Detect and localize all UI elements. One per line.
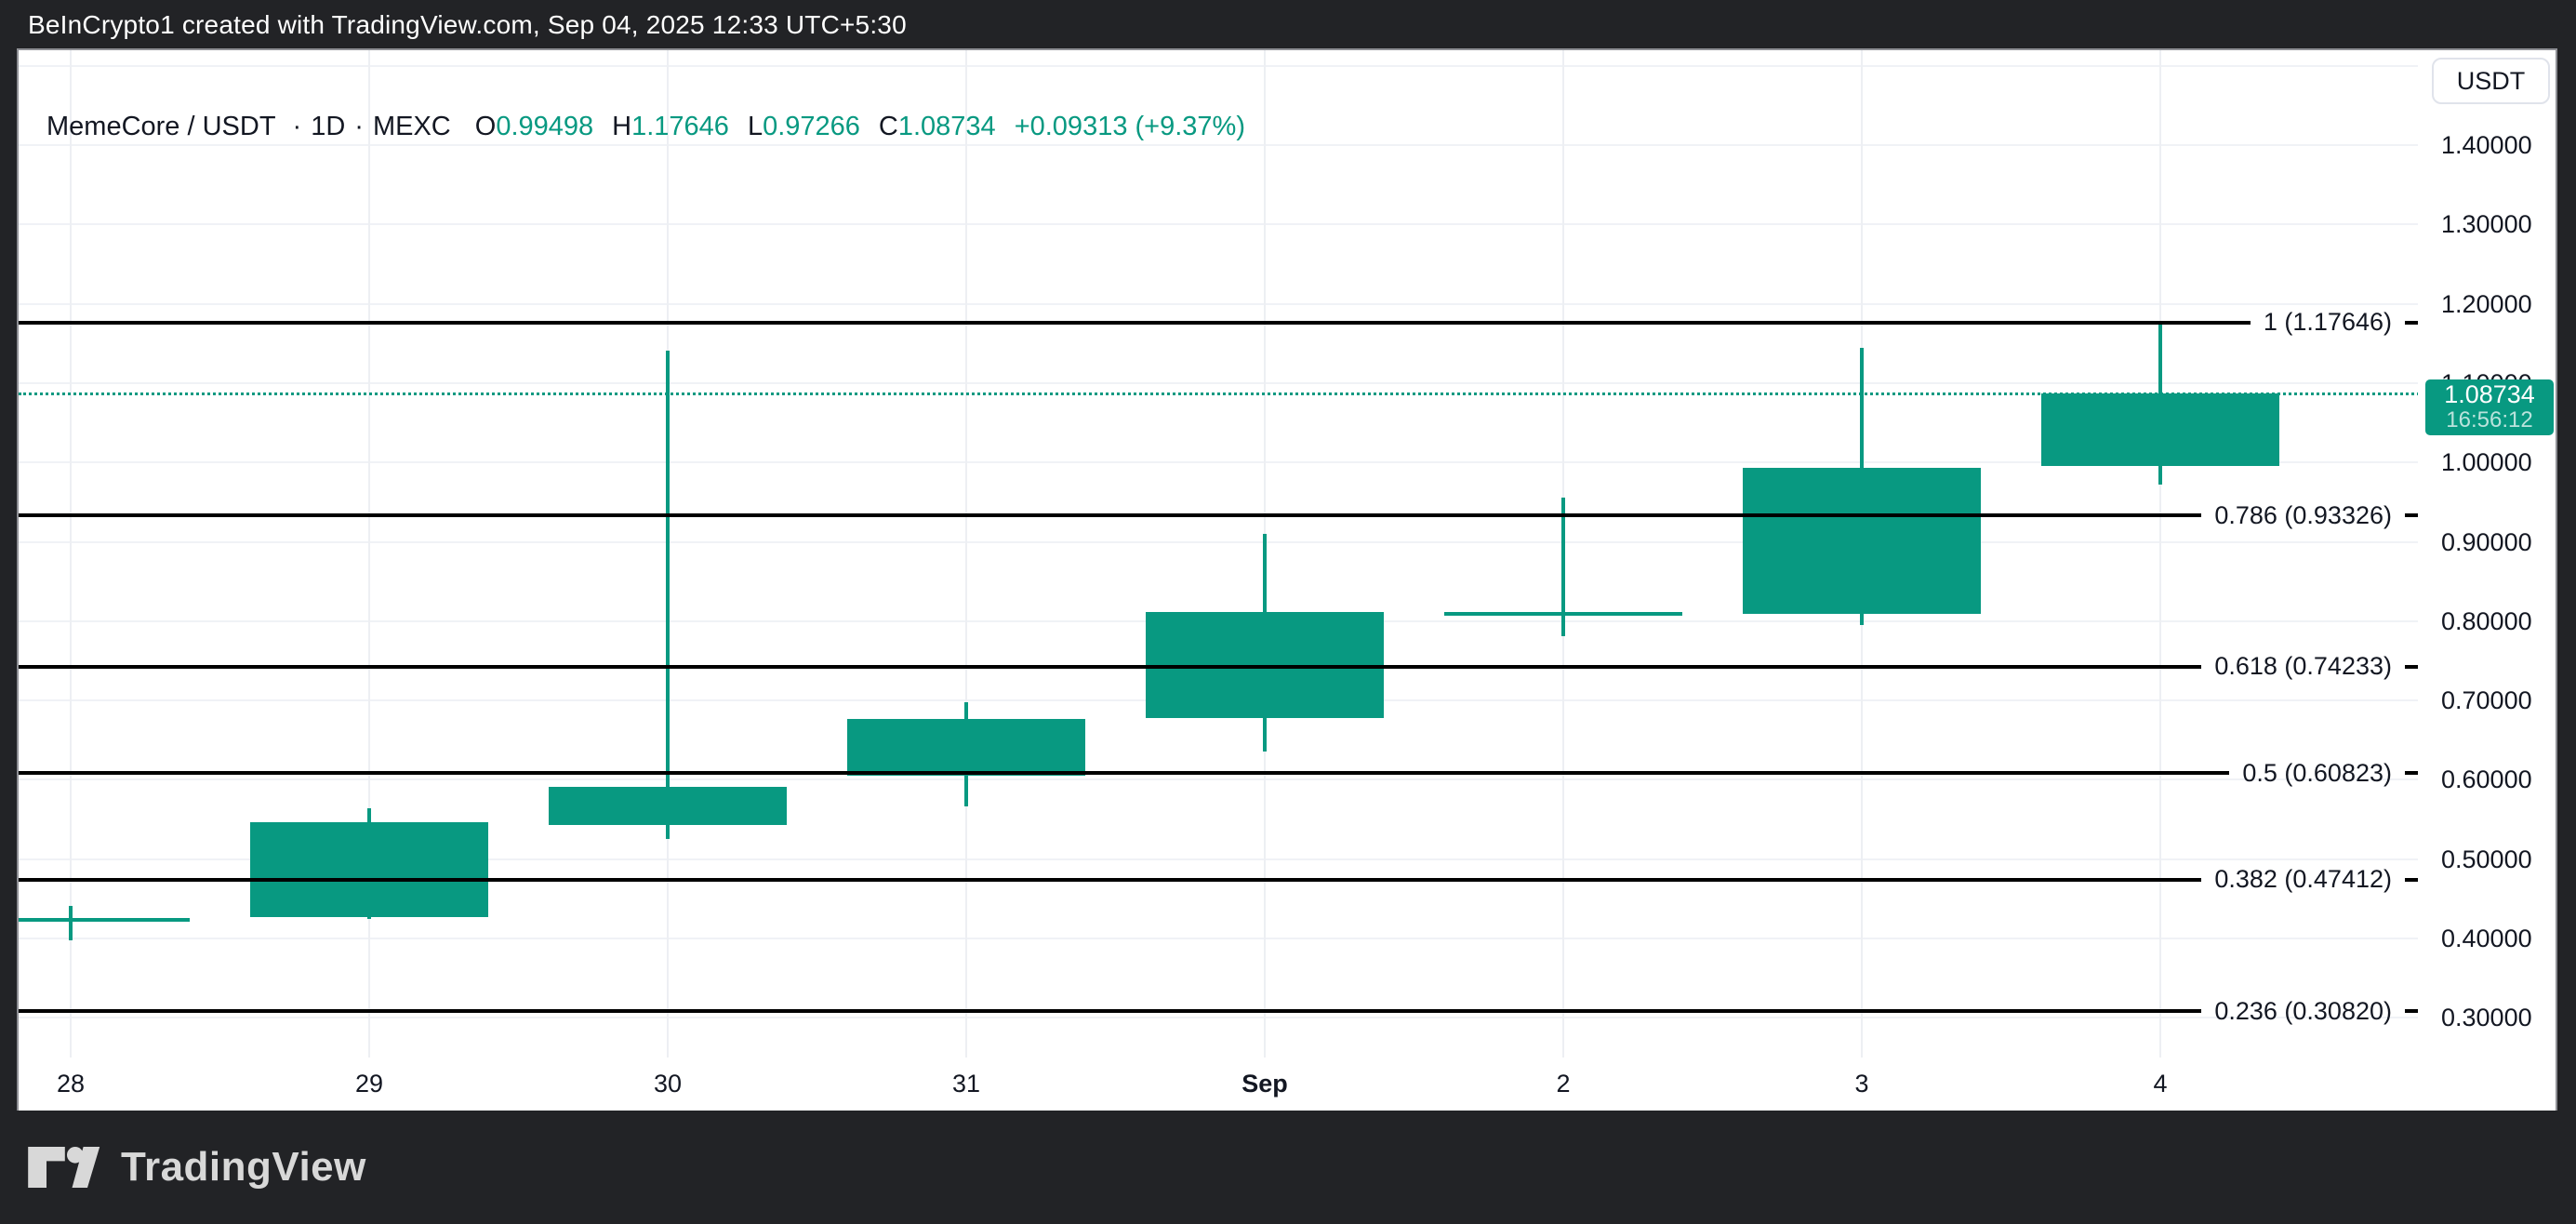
horizontal-gridline [19, 778, 2418, 781]
fib-level-tick [2405, 1009, 2418, 1014]
fib-level-label: 0.236 (0.30820) [2214, 996, 2392, 1025]
ohlc-value: 1.08734 [897, 112, 996, 141]
horizontal-gridline [19, 223, 2418, 226]
horizontal-gridline [19, 381, 2418, 384]
horizontal-gridline [19, 1017, 2418, 1019]
ohlc-item: L0.97266 [748, 112, 860, 142]
plot-area[interactable]: 1 (1.17646) 0.786 (0.93326) 0.618 (0.74233… [19, 50, 2418, 1058]
legend-separator: · [354, 112, 364, 141]
ohlc-value: 1.17646 [631, 112, 729, 141]
attribution-bar: BeInCrypto1 created with TradingView.com… [0, 0, 2576, 50]
interval-label: 1D [311, 112, 346, 141]
time-scale-label: 28 [56, 1070, 86, 1098]
price-scale-label: 1.30000 [2441, 210, 2532, 239]
ohlc-key: L [747, 112, 764, 141]
candle-body [250, 821, 488, 917]
candle-body [549, 787, 787, 825]
horizontal-gridline [19, 64, 2418, 67]
change-readout: +0.09313 (+9.37%) [1014, 112, 1245, 141]
horizontal-gridline [19, 461, 2418, 464]
horizontal-gridline [19, 938, 2418, 939]
candle-body [847, 718, 1085, 777]
price-scale-label: 0.90000 [2441, 527, 2532, 556]
ohlc-item: C1.08734 [879, 112, 996, 142]
chart-panel: 1 (1.17646) 0.786 (0.93326) 0.618 (0.74233… [19, 50, 2556, 1111]
horizontal-gridline [19, 302, 2418, 305]
fib-level-label: 0.5 (0.60823) [2242, 758, 2392, 787]
fib-level: 0.236 (0.30820) [19, 997, 2418, 1025]
price-scale-label: 0.80000 [2441, 606, 2532, 635]
ohlc-item: H1.17646 [612, 112, 729, 142]
vertical-gridline [368, 50, 370, 1058]
price-scale-label: 1.20000 [2441, 289, 2532, 318]
fib-level: 1 (1.17646) [19, 308, 2418, 337]
price-scale-label: 0.60000 [2441, 765, 2532, 794]
time-scale-label: Sep [1242, 1070, 1288, 1098]
vertical-gridline [965, 50, 967, 1058]
ohlc-key: O [474, 112, 497, 141]
legend-separator: · [292, 112, 302, 141]
ohlc-item: O0.99498 [475, 112, 593, 142]
fib-level-tick [2405, 513, 2418, 518]
time-scale-label: 31 [951, 1070, 981, 1098]
price-scale-label: 0.70000 [2441, 686, 2532, 715]
fib-level-line [19, 771, 2230, 776]
last-price-badge: 1.08734 16:56:12 [2425, 379, 2554, 435]
fib-level: 0.5 (0.60823) [19, 759, 2418, 787]
tradingview-mark-icon [28, 1147, 100, 1188]
fib-level-label: 0.382 (0.47412) [2214, 865, 2392, 894]
price-scale-label: 0.50000 [2441, 845, 2532, 873]
attribution-text: BeInCrypto1 created with TradingView.com… [28, 10, 907, 39]
candle-body [1743, 468, 1981, 615]
price-scale-label: 0.40000 [2441, 925, 2532, 952]
fib-level-line [19, 320, 2251, 325]
candle-body [19, 917, 190, 922]
exchange-label: MEXC [372, 112, 451, 141]
ohlc-key: H [612, 112, 632, 141]
fib-level-line [19, 664, 2202, 669]
ohlc-value: 0.97266 [763, 112, 860, 141]
currency-button[interactable]: USDT [2432, 58, 2550, 104]
fib-level-line [19, 1009, 2202, 1014]
price-scale-label: 1.40000 [2441, 131, 2532, 159]
horizontal-gridline [19, 540, 2418, 543]
vertical-gridline [70, 50, 72, 1058]
fib-level-tick [2405, 771, 2418, 776]
time-scale-label: 4 [2153, 1070, 2168, 1098]
horizontal-gridline [19, 144, 2418, 146]
candle-body [2041, 392, 2279, 467]
fib-level-tick [2405, 320, 2418, 325]
time-scale-label: 30 [653, 1070, 683, 1098]
time-scale-label: 29 [354, 1070, 384, 1098]
bar-countdown: 16:56:12 [2446, 407, 2533, 433]
candle-wick [69, 906, 73, 940]
tradingview-logo[interactable]: TradingView [28, 1144, 366, 1191]
watermark-bar: TradingView [0, 1111, 2576, 1224]
chart-legend: MemeCore / USDT · 1D · MEXC O0.99498 H1.1… [46, 112, 1245, 142]
time-scale-label: 3 [1854, 1070, 1869, 1098]
candle-wick [1561, 497, 1565, 636]
fib-level: 0.786 (0.93326) [19, 501, 2418, 529]
candle-body [1146, 612, 1384, 718]
ohlc-readout: O0.99498 H1.17646 L0.97266 C1.08734 [475, 112, 996, 142]
candle-body [1444, 612, 1682, 617]
vertical-gridline [2159, 50, 2161, 1058]
fib-level-tick [2405, 664, 2418, 669]
fib-level-label: 1 (1.17646) [2263, 308, 2392, 337]
price-scale-label: 0.30000 [2441, 1004, 2532, 1032]
candle-wick [666, 350, 670, 839]
fib-level-label: 0.618 (0.74233) [2214, 652, 2392, 681]
tradingview-wordmark: TradingView [121, 1144, 366, 1190]
horizontal-gridline [19, 858, 2418, 860]
symbol-title: MemeCore / USDT [46, 112, 276, 141]
last-price-value: 1.08734 [2444, 380, 2535, 409]
fib-level-label: 0.786 (0.93326) [2214, 500, 2392, 529]
ohlc-value: 0.99498 [496, 112, 594, 141]
ohlc-key: C [878, 112, 898, 141]
fib-level-tick [2405, 877, 2418, 882]
time-scale-label: 2 [1556, 1070, 1571, 1098]
price-scale-label: 1.00000 [2441, 448, 2532, 477]
